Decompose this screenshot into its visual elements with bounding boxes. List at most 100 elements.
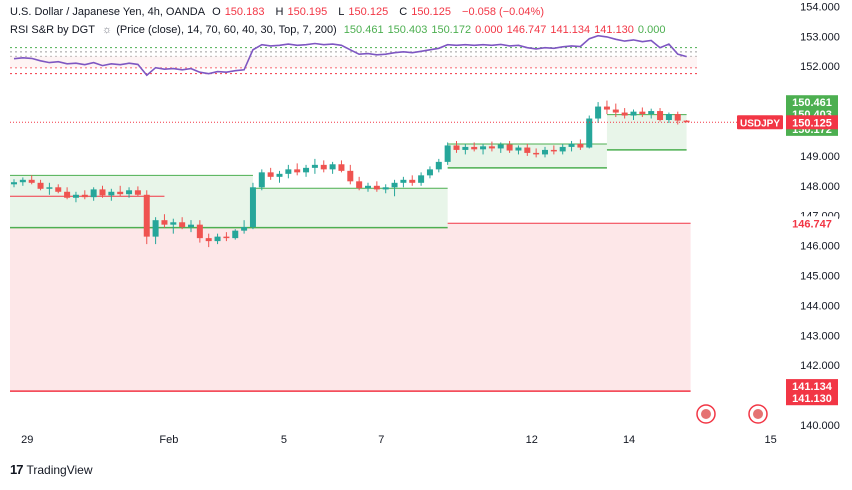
- candle-body: [657, 111, 664, 121]
- ohlc-high-value: 150.195: [287, 6, 328, 18]
- price-tag-label: 150.125: [792, 117, 832, 129]
- candle-body: [72, 194, 79, 198]
- candle-body: [603, 106, 610, 110]
- candle-body: [303, 167, 310, 173]
- candle-body: [108, 191, 115, 196]
- candle-body: [294, 169, 301, 173]
- price-tick-label: 142.000: [800, 360, 840, 372]
- candle-body: [196, 224, 203, 239]
- price-tag-bg: [786, 115, 838, 130]
- indicator-value: 150.403: [387, 24, 428, 36]
- indicator-value: 0.000: [475, 24, 503, 36]
- candle-body: [471, 146, 478, 150]
- candle-body: [134, 190, 141, 195]
- support-zone: [606, 114, 687, 150]
- ohlc-high-label: H: [275, 6, 284, 18]
- candle-body: [418, 175, 425, 183]
- candle-body: [612, 109, 619, 113]
- candle-body: [365, 185, 371, 189]
- candle-body: [170, 222, 177, 225]
- ohlc-close: C 150.125: [399, 6, 455, 18]
- candle-body: [232, 230, 239, 239]
- indicator-value: 150.461: [343, 24, 384, 36]
- price-tick-label: 148.000: [800, 181, 840, 193]
- price-tag-label: 146.747: [792, 218, 832, 230]
- candle-body: [311, 164, 318, 168]
- brand-name: TradingView: [26, 462, 93, 477]
- candle-body: [90, 189, 97, 198]
- candle-body: [382, 187, 389, 190]
- price-tick-label: 143.000: [800, 330, 840, 342]
- ohlc-open: O 150.183: [212, 6, 268, 18]
- candle-body: [506, 144, 513, 151]
- price-tag-bg: [786, 379, 838, 394]
- candle-body: [179, 222, 186, 228]
- candle-body: [64, 191, 71, 198]
- event-flag-icon[interactable]: [748, 404, 768, 424]
- price-tag-bg: [786, 95, 838, 110]
- candle-body: [524, 147, 531, 153]
- ohlc-low-value: 150.125: [348, 6, 389, 18]
- symbol-tag-bg: [737, 115, 783, 130]
- indicator-value: 146.747: [506, 24, 547, 36]
- candle-body: [126, 190, 133, 195]
- price-tick-label: 154.000: [800, 1, 840, 13]
- candle-body: [586, 118, 593, 148]
- candle-body: [320, 164, 327, 170]
- candle-body: [674, 114, 681, 121]
- time-tick-label: Feb: [159, 434, 178, 446]
- candle-body: [28, 179, 35, 183]
- candle-body: [356, 181, 363, 189]
- sun-icon[interactable]: ☼: [102, 24, 113, 36]
- indicator-value: 0.000: [637, 24, 666, 36]
- support-zone: [252, 188, 448, 228]
- candle-body: [46, 187, 53, 189]
- tradingview-footer[interactable]: 17 TradingView: [10, 462, 93, 477]
- event-flag-icon[interactable]: [696, 404, 716, 424]
- ohlc-close-label: C: [399, 6, 408, 18]
- candle-body: [533, 152, 540, 155]
- candle-body: [550, 149, 557, 152]
- candle-body: [143, 194, 150, 237]
- candle-body: [639, 111, 646, 115]
- candle-body: [19, 179, 26, 183]
- legend-indicator-line: RSI S&R by DGT ☼ (Price (close), 14, 70,…: [10, 24, 673, 36]
- candle-body: [276, 173, 283, 177]
- indicator-value: 141.134: [550, 24, 591, 36]
- candle-body: [595, 106, 602, 119]
- time-tick-label: 29: [21, 434, 33, 446]
- time-tick-label: 12: [526, 434, 538, 446]
- price-tick-label: 146.000: [800, 241, 840, 253]
- candle-body: [577, 143, 584, 148]
- candle-body: [630, 111, 637, 116]
- flag-dot: [753, 409, 763, 419]
- candle-body: [559, 146, 566, 152]
- candle-body: [444, 145, 451, 162]
- candle-body: [568, 143, 575, 147]
- candle-body: [480, 146, 487, 150]
- time-tick-label: 15: [765, 434, 777, 446]
- candle-body: [347, 170, 354, 182]
- candle-body: [488, 146, 495, 149]
- candle-body: [621, 112, 628, 116]
- price-tick-label: 144.000: [800, 300, 840, 312]
- indicator-name[interactable]: RSI S&R by DGT: [10, 24, 95, 36]
- candle-body: [497, 144, 504, 149]
- candle-body: [285, 169, 292, 174]
- support-zone: [10, 175, 253, 228]
- candle-body: [683, 120, 690, 123]
- candle-body: [462, 146, 469, 150]
- ohlc-low-label: L: [338, 6, 345, 18]
- price-tick-label: 140.000: [800, 420, 840, 432]
- candle-body: [400, 179, 407, 183]
- candle-body: [11, 182, 17, 185]
- price-tick-label: 153.000: [800, 31, 840, 43]
- candle-body: [391, 182, 398, 188]
- symbol-title: U.S. Dollar / Japanese Yen, 4h, OANDA: [10, 6, 206, 18]
- candle-body: [249, 187, 256, 228]
- time-tick-label: 5: [281, 434, 287, 446]
- price-tick-label: 149.000: [800, 151, 840, 163]
